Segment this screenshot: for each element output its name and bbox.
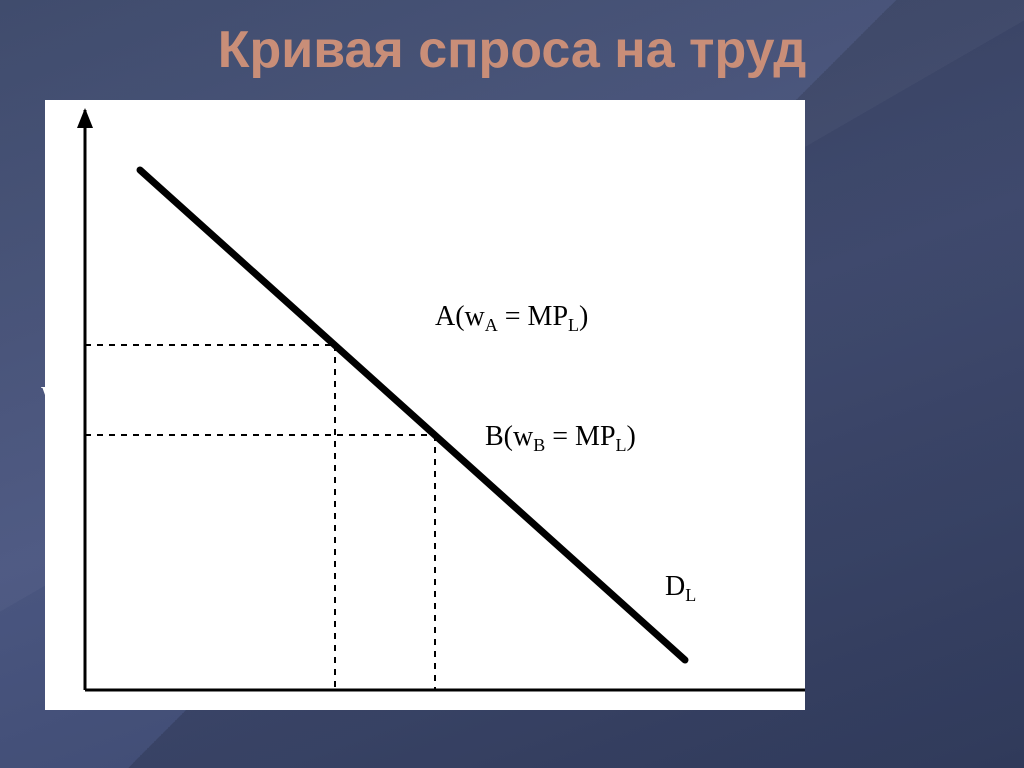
y-axis-label-wa: wA [41, 376, 74, 408]
point-a-label: A(wA = MPL) [435, 301, 588, 335]
reference-lines [85, 345, 435, 690]
chart-area: A(wA = MPL) B(wB = MPL) DL [45, 100, 805, 710]
point-b-label: B(wB = MPL) [485, 421, 636, 455]
slide-title: Кривая спроса на труд [0, 20, 1024, 80]
chart-svg: A(wA = MPL) B(wB = MPL) DL [45, 100, 805, 710]
slide: Кривая спроса на труд wA B A(wA = MPL) B(… [0, 0, 1024, 768]
curve-label-dl: DL [665, 571, 696, 605]
demand-curve [140, 170, 685, 660]
y-axis-label-wb: B [53, 460, 66, 492]
chart-labels: A(wA = MPL) B(wB = MPL) DL [435, 301, 696, 605]
